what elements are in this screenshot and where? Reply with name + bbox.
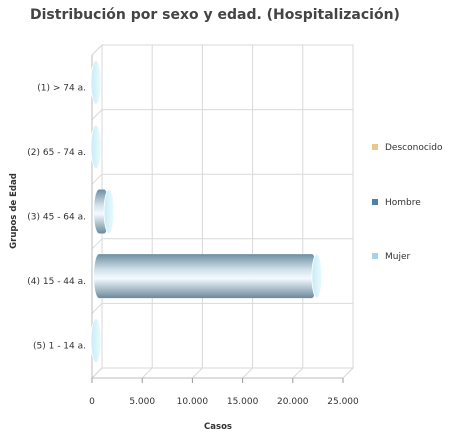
legend-label: Mujer <box>385 252 411 262</box>
x-tick-label: 20.000 <box>277 397 309 407</box>
bar-body <box>94 254 317 299</box>
bar <box>90 124 102 170</box>
bar <box>94 189 115 234</box>
legend: Desconocido Hombre Mujer <box>372 143 443 262</box>
bar-cap <box>103 189 115 234</box>
x-tick-label: 25.000 <box>327 397 359 407</box>
bar <box>90 59 102 105</box>
legend-item: Hombre <box>372 198 421 208</box>
bars <box>90 59 323 364</box>
legend-swatch <box>372 199 378 205</box>
y-tick-labels: (1) > 74 a. (2) 65 - 74 a. (3) 45 - 64 a. (… <box>27 83 86 351</box>
bar <box>94 253 323 299</box>
y-gridline-side <box>91 173 103 185</box>
y-tick-label: (3) 45 - 64 a. <box>27 213 86 223</box>
x-gridline-floor <box>242 367 253 379</box>
y-tick-label: (4) 15 - 44 a. <box>27 277 86 287</box>
bar-cap <box>90 124 102 170</box>
bar-cap <box>90 59 102 105</box>
bar-cap <box>90 318 102 364</box>
legend-label: Desconocido <box>385 143 443 153</box>
y-gridline-side <box>91 109 103 120</box>
x-tick-label: 15.000 <box>227 397 259 407</box>
legend-item: Mujer <box>372 252 411 262</box>
back-wall <box>101 44 354 369</box>
x-tick-label: 10.000 <box>177 397 209 407</box>
y-tick-label: (1) > 74 a. <box>37 83 86 93</box>
floor <box>90 367 355 379</box>
legend-swatch <box>372 253 378 259</box>
y-gridline-side <box>91 367 103 379</box>
y-gridline-side <box>91 44 103 56</box>
bar <box>90 318 102 364</box>
x-gridline-floor <box>141 367 153 379</box>
plot-grid <box>90 43 355 383</box>
x-tick-label: 0 <box>89 397 95 407</box>
y-gridline-side <box>91 303 103 314</box>
legend-item: Desconocido <box>372 143 443 153</box>
x-gridline-floor <box>192 367 203 379</box>
y-axis-title: Grupos de Edad <box>9 173 19 249</box>
x-axis-title: Casos <box>204 422 232 432</box>
legend-swatch <box>372 144 378 150</box>
y-gridline-side <box>91 238 103 250</box>
legend-label: Hombre <box>385 198 421 208</box>
x-gridline-floor <box>342 367 354 379</box>
x-tick-label: 5.000 <box>129 397 155 407</box>
y-tick-label: (5) 1 - 14 a. <box>33 342 86 352</box>
x-tick-labels: 0 5.000 10.000 15.000 20.000 25.000 <box>89 397 359 407</box>
y-tick-label: (2) 65 - 74 a. <box>27 148 86 158</box>
chart-title: Distribución por sexo y edad. (Hospitali… <box>30 7 400 23</box>
x-gridline-floor <box>292 367 304 379</box>
bar-cap <box>311 253 323 299</box>
